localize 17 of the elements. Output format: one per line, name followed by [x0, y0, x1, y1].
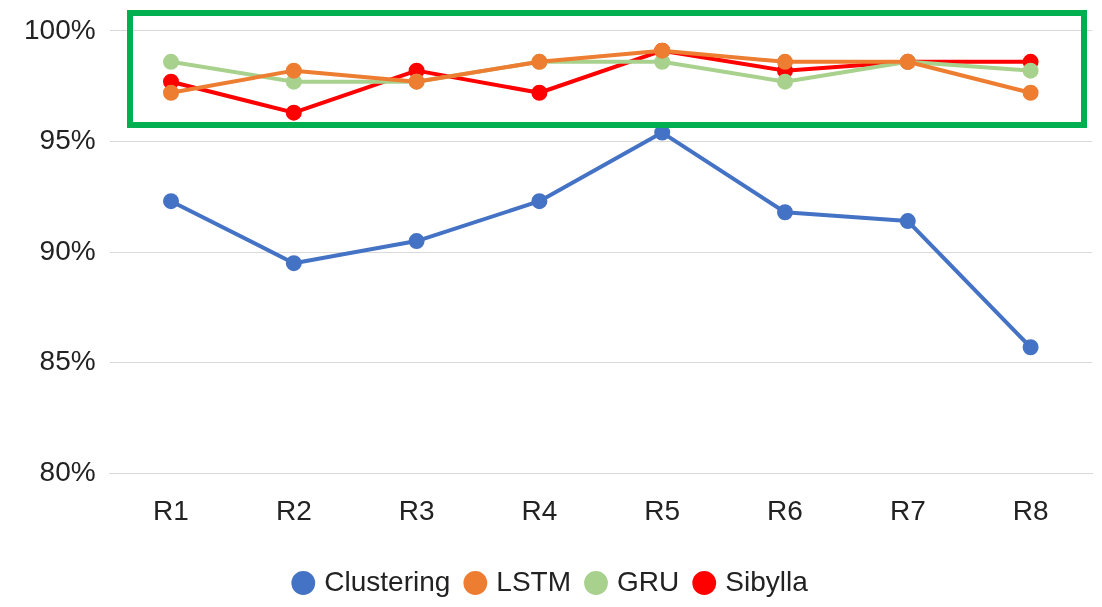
y-tick-label: 95%: [39, 124, 96, 156]
x-tick-label: R3: [398, 494, 435, 526]
y-tick-label: 90%: [39, 234, 96, 266]
y-tick-label: 100%: [23, 13, 96, 45]
legend-label: LSTM: [496, 565, 572, 597]
legend-label: GRU: [617, 565, 680, 597]
x-tick-label: R8: [1012, 494, 1049, 526]
x-tick-label: R5: [644, 494, 681, 526]
legend-label: Sibylla: [725, 565, 809, 597]
x-tick-label: R1: [153, 494, 189, 526]
x-tick-label: R2: [275, 494, 312, 526]
legend-label: Clustering: [324, 565, 451, 597]
y-tick-label: 80%: [39, 456, 96, 488]
x-tick-label: R4: [521, 494, 558, 526]
y-tick-label: 85%: [39, 345, 96, 377]
x-tick-label: R6: [767, 494, 803, 526]
x-tick-label: R7: [889, 494, 926, 526]
